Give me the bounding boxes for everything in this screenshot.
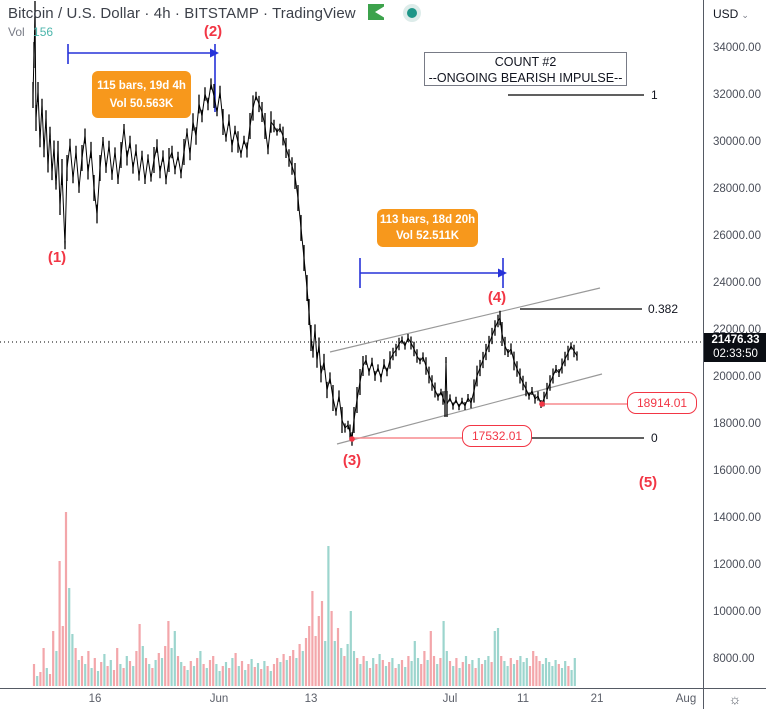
volume-label: Vol [8, 25, 25, 39]
current-price-value: 21476.33 [711, 334, 760, 346]
price-axis-label: 26000.00 [713, 230, 761, 242]
range1-vol: Vol 50.563K [109, 98, 174, 110]
wave-label-1[interactable]: (1) [47, 249, 67, 266]
symbol-legend[interactable]: Bitcoin / U.S. Dollar · 4h · BITSTAMP · … [8, 4, 421, 25]
time-axis-label: Aug [675, 693, 697, 705]
chart-plot-area[interactable]: Bitcoin / U.S. Dollar · 4h · BITSTAMP · … [0, 0, 703, 688]
wave-label-5[interactable]: (5) [638, 474, 658, 491]
time-axis-label: 13 [304, 693, 318, 705]
wave-label-2[interactable]: (2) [203, 23, 223, 40]
range2-bars: 113 bars, 18d 20h [379, 214, 476, 226]
price-axis-label: 8000.00 [713, 653, 755, 665]
range1-bars: 115 bars, 19d 4h [97, 80, 186, 92]
price-axis-label: 28000.00 [713, 183, 761, 195]
price-axis-label: 24000.00 [713, 277, 761, 289]
volume-value: 156 [33, 25, 54, 39]
time-axis-label: 21 [590, 693, 604, 705]
bar-countdown: 02:33:50 [713, 348, 758, 360]
sun-icon[interactable]: ☼ [728, 691, 742, 707]
price-axis[interactable]: USD ⌄ 34000.00 32000.00 30000.00 28000.00 260… [703, 0, 766, 688]
axis-corner: ☼ [703, 688, 766, 709]
fib-label-0382: 0.382 [648, 302, 679, 316]
symbol-title[interactable]: Bitcoin / U.S. Dollar · 4h · BITSTAMP · … [8, 5, 356, 22]
price-axis-label: 16000.00 [713, 465, 761, 477]
chevron-down-icon: ⌄ [741, 10, 749, 20]
time-axis-label: Jul [442, 693, 458, 705]
current-price-box[interactable]: 21476.33 02:33:50 [704, 333, 766, 362]
count-note-drawing[interactable]: COUNT #2 --ONGOING BEARISH IMPULSE-- [424, 52, 627, 86]
price-axis-label: 12000.00 [713, 559, 761, 571]
price-flag-18914[interactable]: 18914.01 [627, 392, 698, 414]
wave-label-3[interactable]: (3) [342, 452, 362, 469]
count-note-line1: COUNT #2 [494, 55, 557, 69]
time-axis-label: 11 [517, 693, 529, 705]
volume-legend: Vol 156 [8, 25, 53, 39]
range2-vol: Vol 52.511K [395, 230, 460, 242]
price-axis-label: 34000.00 [713, 42, 761, 54]
time-axis-label: Jun [209, 693, 229, 705]
price-chart-svg[interactable] [0, 0, 703, 688]
range-drawing-1[interactable]: 115 bars, 19d 4h Vol 50.563K [92, 71, 191, 118]
currency-dropdown[interactable]: USD ⌄ [713, 7, 749, 21]
tradingview-k-logo-icon[interactable] [368, 4, 385, 25]
price-axis-label: 18000.00 [713, 418, 761, 430]
wave-label-4[interactable]: (4) [487, 289, 507, 306]
fib-label-1: 1 [651, 88, 658, 102]
price-axis-label: 30000.00 [713, 136, 761, 148]
price-axis-label: 10000.00 [713, 606, 761, 618]
count-note-line2: --ONGOING BEARISH IMPULSE-- [428, 71, 623, 85]
time-axis-label: 16 [88, 693, 102, 705]
time-axis[interactable]: 16 Jun 13 Jul 11 21 Aug [0, 688, 703, 709]
price-flag-17532[interactable]: 17532.01 [462, 425, 533, 447]
range-drawing-2[interactable]: 113 bars, 18d 20h Vol 52.511K [377, 209, 478, 247]
price-axis-label: 14000.00 [713, 512, 761, 524]
market-status-dot-icon[interactable] [402, 4, 421, 22]
price-axis-label: 32000.00 [713, 89, 761, 101]
fib-label-0: 0 [651, 431, 658, 445]
currency-label: USD [713, 7, 739, 21]
price-axis-label: 20000.00 [713, 371, 761, 383]
